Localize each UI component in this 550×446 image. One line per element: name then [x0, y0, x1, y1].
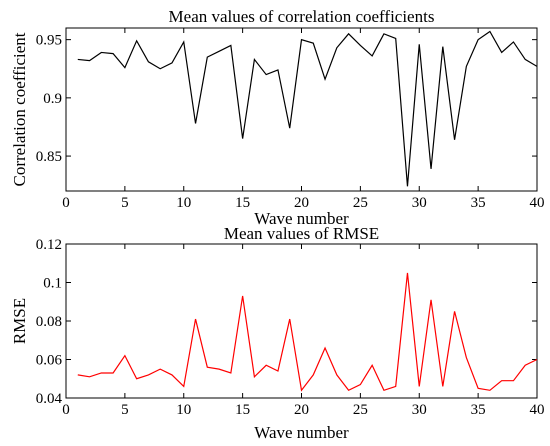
corr-x-tick-label: 5: [121, 195, 129, 211]
corr-x-tick-label: 35: [471, 195, 486, 211]
rmse-chart-title: Mean values of RMSE: [224, 224, 379, 243]
rmse-x-tick-label: 25: [353, 402, 368, 418]
rmse-x-tick-label: 40: [530, 402, 545, 418]
corr-x-tick-label: 25: [353, 195, 368, 211]
corr-x-tick-label: 10: [176, 195, 191, 211]
corr-y-tick-label: 0.9: [43, 91, 62, 107]
rmse-chart: 0 5 10 15 20 25 30 35 40 0.04 0.06 0.08 0.1 0.12 Mean …: [10, 224, 545, 442]
corr-y-tick-label: 0.95: [36, 33, 62, 49]
rmse-x-tick-label: 15: [235, 402, 250, 418]
corr-y-axis-label: Correlation coefficient: [10, 32, 29, 186]
rmse-y-tick-label: 0.06: [36, 353, 63, 369]
rmse-plot-area: [65, 243, 538, 399]
corr-chart-title: Mean values of correlation coefficients: [169, 7, 435, 26]
rmse-series-line: [77, 272, 537, 392]
rmse-x-tick-label: 5: [121, 402, 129, 418]
corr-x-tick-label: 40: [530, 195, 545, 211]
corr-x-axis-label: Wave number: [254, 209, 349, 228]
corr-x-tick-label: 15: [235, 195, 250, 211]
rmse-y-tick-label: 0.04: [36, 391, 63, 407]
corr-chart: 0 5 10 15 20 25 30 35 40 0.85 0.9 0.95 Mean values o…: [10, 7, 545, 228]
rmse-y-axis-label: RMSE: [10, 298, 29, 344]
rmse-x-tick-label: 10: [176, 402, 191, 418]
rmse-y-tick-label: 0.08: [36, 314, 62, 330]
rmse-x-tick-label: 0: [62, 402, 70, 418]
rmse-x-tick-label: 35: [471, 402, 486, 418]
rmse-x-tick-label: 30: [412, 402, 427, 418]
corr-x-tick-label: 20: [294, 195, 309, 211]
corr-y-tick-label: 0.85: [36, 149, 62, 165]
rmse-y-tick-label: 0.12: [36, 237, 62, 253]
corr-plot-area: [65, 27, 538, 192]
corr-x-tick-label: 0: [62, 195, 70, 211]
rmse-x-axis-label: Wave number: [254, 423, 349, 442]
corr-series-line: [77, 30, 537, 187]
rmse-x-tick-label: 20: [294, 402, 309, 418]
corr-x-tick-label: 30: [412, 195, 427, 211]
rmse-y-tick-label: 0.1: [43, 276, 62, 292]
